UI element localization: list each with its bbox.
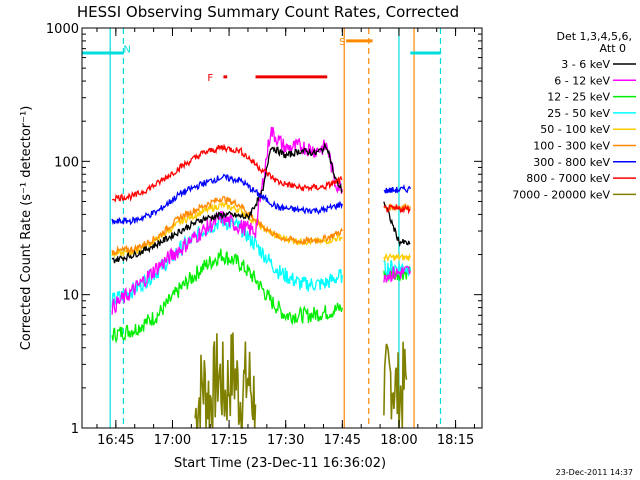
axis-layer: 1 10 100 1000 16:45 17:00 17:15 17:30 17:45 18:00… [46,22,482,448]
y-tick-label: 100 [54,155,79,170]
series-line-300-800-kev [111,173,343,226]
timestamp: 23-Dec-2011 14:37 [556,468,633,477]
legend: Det 1,3,4,5,6, Att 0 3 - 6 keV 6 - 12 keV… [512,30,636,201]
y-tick-label: 1 [71,422,79,437]
legend-label-6-12-kev: 6 - 12 keV [554,74,610,87]
x-tick-label: 18:00 [380,433,417,448]
plot-frame [81,27,483,429]
series-line-800-7000-kev [111,143,343,203]
series-line-7000-20000-kev [383,341,408,429]
series-line-3-6-kev [111,141,343,264]
legend-label-800-7000-kev: 800 - 7000 keV [526,172,610,185]
series-line-25-50-kev [111,213,343,308]
series-line-7000-20000-kev [194,332,257,429]
legend-label-100-300-kev: 100 - 300 keV [533,140,610,153]
flag-label-s: S [339,37,345,48]
flag-label-n: N [123,45,130,56]
y-tick-label: 1000 [46,22,79,37]
legend-header-line-2: Att 0 [600,42,626,55]
y-axis-label: Corrected Count Rate (s⁻¹ detector⁻¹) [19,106,34,351]
series-line-12-25-kev [111,248,343,344]
series-line-50-100-kev [383,252,411,263]
legend-label-3-6-kev: 3 - 6 keV [561,58,610,71]
x-tick-label: 17:45 [324,433,361,448]
legend-label-50-100-kev: 50 - 100 keV [540,123,610,136]
x-tick-label: 17:15 [210,433,247,448]
flag-label-f: F [207,73,213,84]
series-line-300-800-kev [383,184,411,194]
series-line-800-7000-kev [383,203,411,215]
x-tick-label: 16:45 [97,433,134,448]
series-layer [111,126,411,429]
x-tick-label: 18:15 [437,433,474,448]
chart-title: HESSI Observing Summary Count Rates, Cor… [77,3,459,21]
legend-label-25-50-kev: 25 - 50 keV [547,107,610,120]
legend-label-7000-20000-kev: 7000 - 20000 keV [512,188,610,201]
x-tick-label: 17:00 [154,433,191,448]
y-tick-label: 10 [62,289,79,304]
series-line-100-300-kev [111,195,343,256]
series-line-50-100-kev [111,201,343,259]
legend-label-12-25-kev: 12 - 25 keV [547,91,610,104]
legend-label-300-800-kev: 300 - 800 keV [533,156,610,169]
x-axis-label: Start Time (23-Dec-11 16:36:02) [174,456,386,471]
series-line-6-12-kev [383,265,411,283]
x-tick-label: 17:30 [267,433,304,448]
legend-header-line-1: Det 1,3,4,5,6, [556,30,632,43]
